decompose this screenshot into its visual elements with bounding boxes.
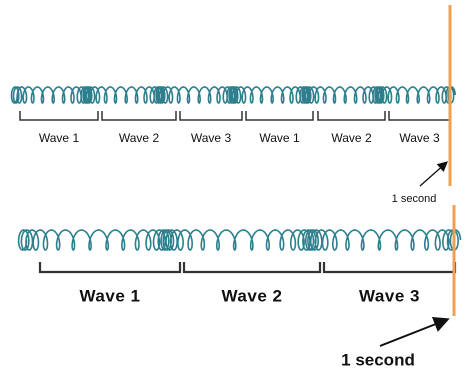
bracket xyxy=(389,111,450,120)
arrow xyxy=(380,320,446,346)
wave-label: Wave 1 xyxy=(80,286,141,305)
wave-label: Wave 1 xyxy=(259,131,300,145)
bracket xyxy=(180,111,242,120)
brackets xyxy=(20,111,455,272)
bracket xyxy=(246,111,313,120)
wave-label: Wave 3 xyxy=(191,131,232,145)
bracket xyxy=(40,262,180,272)
bracket xyxy=(318,111,385,120)
springs xyxy=(12,87,461,250)
bracket xyxy=(102,111,176,120)
spring xyxy=(12,87,456,103)
spring xyxy=(19,230,461,250)
wave-label: Wave 1 xyxy=(39,131,80,145)
wave-label: Wave 3 xyxy=(359,286,420,305)
wave-label: Wave 3 xyxy=(399,131,440,145)
diagram: 1 second 1 second Wave 1 Wave 2 Wave 3 Wave… xyxy=(0,0,465,371)
bracket xyxy=(324,262,455,272)
bracket xyxy=(184,262,320,272)
wave-label: Wave 2 xyxy=(119,131,160,145)
wave-label: Wave 2 xyxy=(331,131,372,145)
arrow xyxy=(420,163,446,186)
bracket xyxy=(20,111,98,120)
wave-label: Wave 2 xyxy=(222,286,283,305)
time-label: 1 second xyxy=(341,350,415,369)
time-label: 1 second xyxy=(392,193,437,205)
